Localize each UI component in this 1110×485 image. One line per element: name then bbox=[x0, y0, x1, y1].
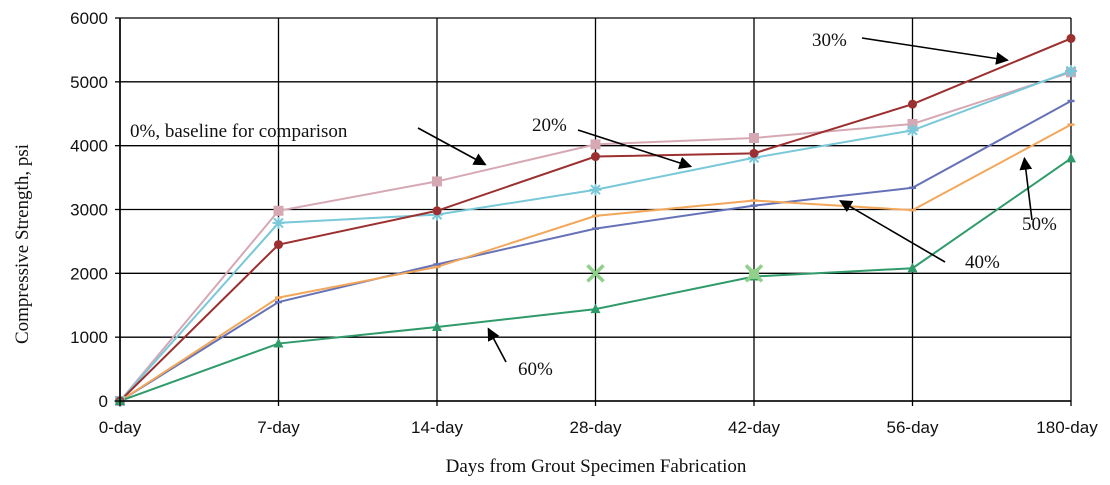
axes-group: 0 1000 2000 3000 4000 5000 6000 0-day 7-day 14-da… bbox=[70, 9, 1098, 437]
y-tick-label: 4000 bbox=[70, 137, 108, 156]
annotation-arrow bbox=[861, 37, 1009, 65]
x-tick-label: 56-day bbox=[887, 418, 939, 437]
annotation-arrow bbox=[417, 127, 487, 166]
annotation-arrow bbox=[577, 129, 693, 170]
y-tick-label: 3000 bbox=[70, 201, 108, 220]
marker-x bbox=[586, 264, 605, 283]
annotation-label: 50% bbox=[1022, 214, 1057, 235]
y-tick-label: 1000 bbox=[70, 328, 108, 347]
y-tick-label: 6000 bbox=[70, 9, 108, 28]
annotation-arrow bbox=[839, 200, 946, 263]
annotations-group: 30% 0%, baseline for comparison 20% 40% 50% 6… bbox=[130, 30, 1057, 380]
marker-square bbox=[432, 176, 442, 187]
marker-square bbox=[749, 133, 759, 144]
marker-square bbox=[273, 205, 284, 216]
annotation-label: 60% bbox=[518, 359, 553, 380]
x-tick-label: 28-day bbox=[570, 418, 622, 437]
annotation-label: 30% bbox=[812, 30, 847, 51]
marker-circle bbox=[432, 206, 442, 216]
marker-star bbox=[906, 124, 919, 137]
x-tick-label: 0-day bbox=[99, 418, 142, 437]
marker-triangle bbox=[1066, 152, 1076, 163]
y-tick-label: 5000 bbox=[70, 73, 108, 92]
x-tick-label: 180-day bbox=[1036, 418, 1098, 437]
marker-circle bbox=[591, 152, 600, 162]
annotation-label: 20% bbox=[532, 115, 567, 136]
x-tick-label: 7-day bbox=[257, 418, 300, 437]
marker-star bbox=[589, 183, 602, 196]
annotation-arrow bbox=[487, 327, 507, 363]
marker-star bbox=[272, 216, 285, 229]
marker-circle bbox=[1066, 33, 1076, 43]
x-axis-title: Days from Grout Specimen Fabrication bbox=[446, 456, 747, 477]
marker-square bbox=[749, 268, 759, 279]
marker-square bbox=[590, 139, 601, 150]
marker-square bbox=[907, 118, 918, 129]
marker-star bbox=[1065, 64, 1077, 77]
marker-circle bbox=[274, 240, 283, 250]
annotation-label: 0%, baseline for comparison bbox=[130, 121, 348, 142]
y-tick-label: 2000 bbox=[70, 264, 108, 283]
marker-triangle bbox=[273, 338, 284, 348]
marker-circle bbox=[749, 148, 759, 158]
y-tick-label: 0 bbox=[99, 392, 108, 411]
marker-triangle bbox=[432, 321, 442, 331]
annotation-arrow bbox=[1019, 156, 1033, 221]
x-tick-label: 42-day bbox=[728, 418, 780, 437]
annotation-label: 40% bbox=[965, 252, 1000, 273]
y-axis-title: Compressive Strength, psi bbox=[12, 144, 33, 344]
x-tick-label: 14-day bbox=[411, 418, 463, 437]
marker-triangle bbox=[907, 262, 918, 273]
marker-circle bbox=[908, 99, 917, 109]
marker-triangle bbox=[590, 303, 601, 314]
gridlines bbox=[119, 17, 1072, 402]
